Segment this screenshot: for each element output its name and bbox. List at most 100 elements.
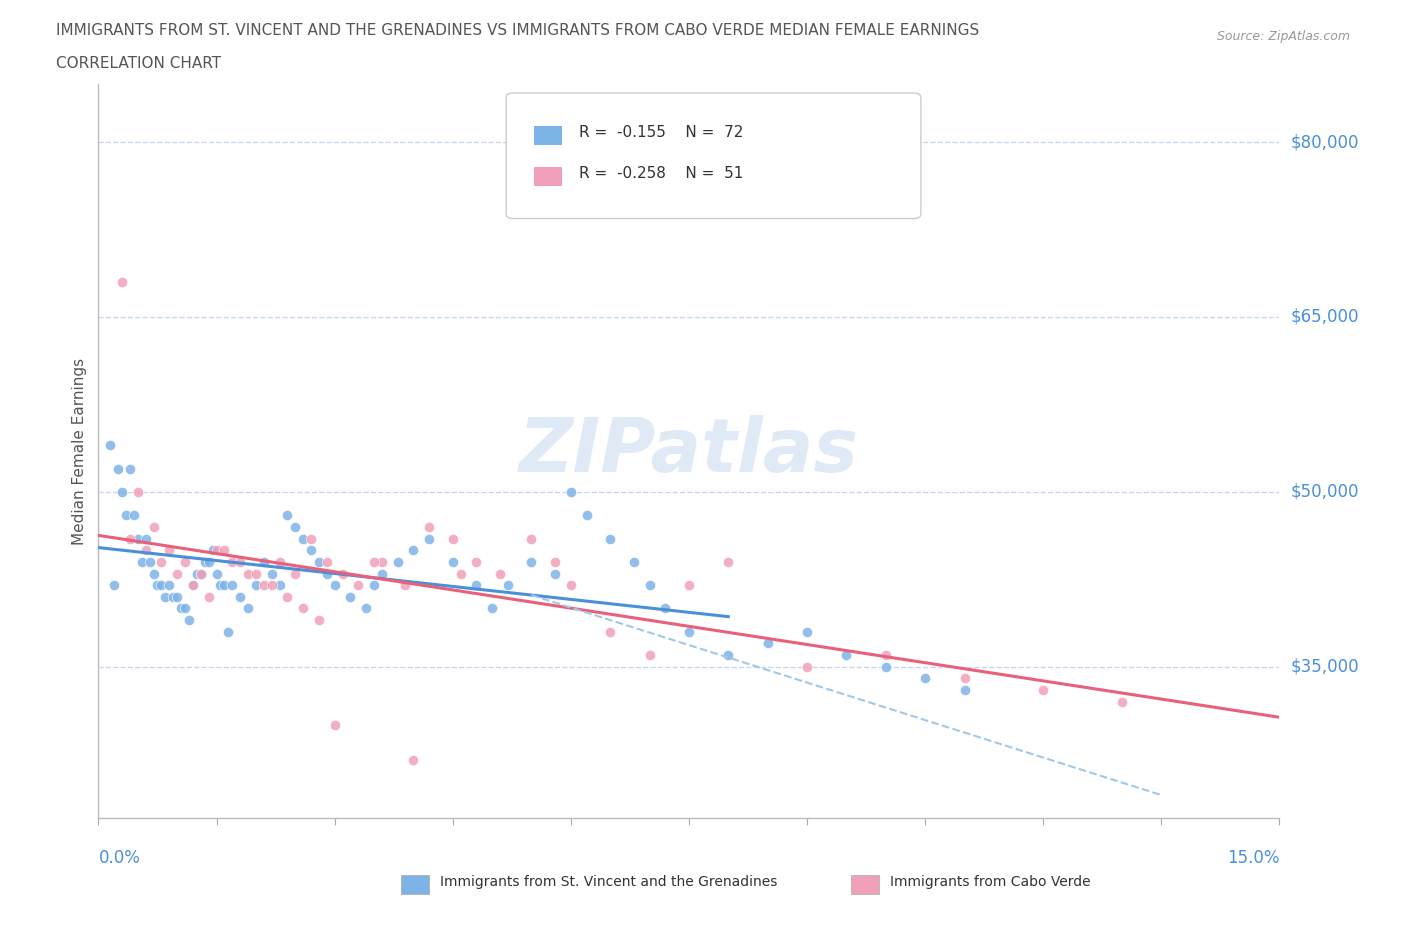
Point xyxy=(253,578,276,592)
Point xyxy=(260,578,283,592)
Text: $35,000: $35,000 xyxy=(1291,658,1360,676)
Point xyxy=(717,554,740,569)
Point xyxy=(174,554,197,569)
Point xyxy=(181,578,204,592)
Point xyxy=(217,624,239,639)
Point xyxy=(678,624,700,639)
Point xyxy=(245,578,267,592)
Point xyxy=(544,554,567,569)
Point xyxy=(544,566,567,581)
Text: $65,000: $65,000 xyxy=(1291,308,1360,326)
Point xyxy=(623,554,645,569)
Point xyxy=(953,683,976,698)
Point xyxy=(162,590,184,604)
Point xyxy=(299,543,322,558)
Point xyxy=(292,531,315,546)
Point xyxy=(489,566,512,581)
Point xyxy=(441,531,464,546)
Point xyxy=(308,613,330,628)
Point xyxy=(229,554,252,569)
Point xyxy=(177,613,200,628)
Text: CORRELATION CHART: CORRELATION CHART xyxy=(56,56,221,71)
Point xyxy=(717,647,740,662)
Point xyxy=(260,566,283,581)
Text: Immigrants from Cabo Verde: Immigrants from Cabo Verde xyxy=(890,874,1091,889)
Point xyxy=(190,566,212,581)
Point xyxy=(138,554,160,569)
Point xyxy=(194,554,217,569)
Point xyxy=(190,566,212,581)
Point xyxy=(371,554,394,569)
Point xyxy=(796,624,818,639)
Point xyxy=(560,485,582,499)
Point xyxy=(354,601,377,616)
Point xyxy=(221,554,243,569)
Point xyxy=(146,578,169,592)
Point xyxy=(1032,683,1054,698)
Point xyxy=(118,531,141,546)
Point xyxy=(599,531,621,546)
Point xyxy=(292,601,315,616)
Point xyxy=(127,531,149,546)
Point xyxy=(205,543,228,558)
Point xyxy=(214,543,236,558)
Point xyxy=(481,601,503,616)
Point xyxy=(253,554,276,569)
Point xyxy=(520,531,543,546)
Point xyxy=(387,554,409,569)
Point xyxy=(135,543,157,558)
Point xyxy=(142,566,165,581)
Point xyxy=(166,590,188,604)
Point xyxy=(221,578,243,592)
Point xyxy=(363,554,385,569)
Point xyxy=(197,590,219,604)
Point xyxy=(166,566,188,581)
Text: $50,000: $50,000 xyxy=(1291,483,1360,501)
Point xyxy=(150,554,173,569)
Point xyxy=(209,578,232,592)
Point xyxy=(170,601,193,616)
Point xyxy=(363,578,385,592)
Point xyxy=(339,590,361,604)
Point xyxy=(599,624,621,639)
Point xyxy=(150,578,173,592)
Point xyxy=(174,601,197,616)
Point xyxy=(197,554,219,569)
Point xyxy=(205,566,228,581)
Point xyxy=(1111,695,1133,710)
Point xyxy=(371,566,394,581)
Point xyxy=(638,647,661,662)
Point xyxy=(135,531,157,546)
Point xyxy=(111,485,134,499)
Point xyxy=(308,554,330,569)
Point xyxy=(276,590,298,604)
Text: R =  -0.155    N =  72: R = -0.155 N = 72 xyxy=(579,126,744,140)
Point xyxy=(323,718,346,733)
Point xyxy=(315,554,337,569)
Point xyxy=(678,578,700,592)
Point xyxy=(402,543,425,558)
Text: $80,000: $80,000 xyxy=(1291,133,1360,151)
Point xyxy=(575,508,598,523)
Text: IMMIGRANTS FROM ST. VINCENT AND THE GRENADINES VS IMMIGRANTS FROM CABO VERDE MED: IMMIGRANTS FROM ST. VINCENT AND THE GREN… xyxy=(56,23,980,38)
Point xyxy=(496,578,519,592)
Point xyxy=(236,601,259,616)
Point xyxy=(127,485,149,499)
Text: ZIPatlas: ZIPatlas xyxy=(519,415,859,487)
Point xyxy=(111,274,134,289)
Point xyxy=(107,461,129,476)
Point xyxy=(450,566,472,581)
Point xyxy=(835,647,858,662)
Point xyxy=(229,590,252,604)
Text: Source: ZipAtlas.com: Source: ZipAtlas.com xyxy=(1216,30,1350,43)
Point xyxy=(155,590,177,604)
Point xyxy=(875,647,897,662)
Point xyxy=(756,636,779,651)
Point xyxy=(269,554,291,569)
Point xyxy=(441,554,464,569)
Point xyxy=(269,578,291,592)
Point xyxy=(245,566,267,581)
Point xyxy=(638,578,661,592)
Point xyxy=(236,566,259,581)
Point xyxy=(520,554,543,569)
